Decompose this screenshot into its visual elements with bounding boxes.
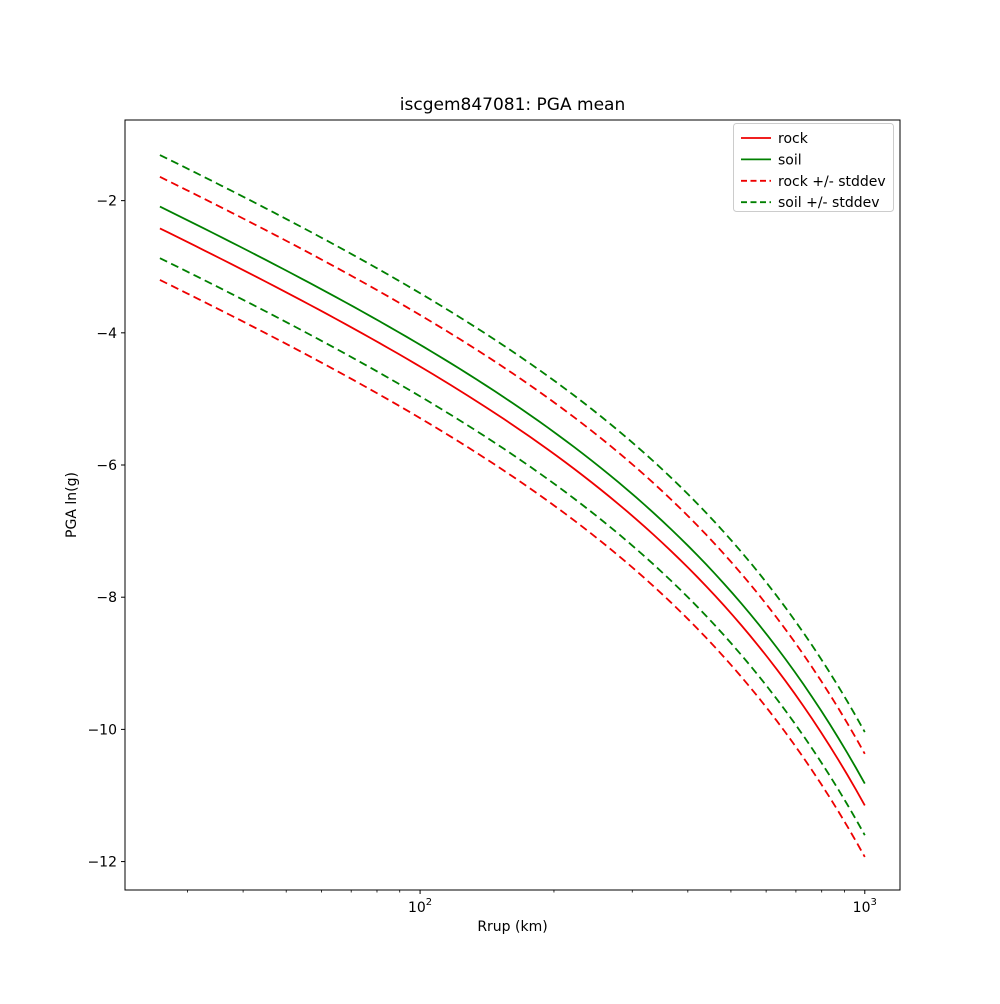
plot-area [125, 120, 900, 890]
axis-ticks: −2 −4 −6 −8 −10 −12 102 103 [87, 194, 876, 916]
legend-item-label: soil [778, 152, 802, 168]
soil-stddev-line-lower [159, 257, 866, 836]
legend-item-soil-stddev: soil +/- stddev [741, 195, 880, 211]
y-tick-label: −2 [96, 194, 117, 210]
legend-item-label: rock +/- stddev [778, 174, 886, 190]
x-major-tick-label: 103 [853, 897, 877, 916]
rock-line [159, 227, 866, 806]
plot-border [124, 119, 901, 891]
chart-title: iscgem847081: PGA mean [400, 95, 625, 115]
y-tick-label: −12 [87, 855, 117, 871]
legend-frame [733, 123, 894, 212]
y-axis-label: PGA ln(g) [64, 472, 80, 538]
soil-line [159, 205, 866, 785]
legend-item-rock: rock [741, 131, 809, 147]
y-tick-label: −4 [96, 326, 117, 342]
x-major-tick-label: 102 [408, 897, 432, 916]
legend-item-label: soil +/- stddev [778, 195, 880, 211]
legend-item-soil: soil [741, 152, 802, 168]
y-tick-label: −6 [96, 458, 117, 474]
legend-item-label: rock [778, 131, 809, 147]
y-tick-label: −8 [96, 590, 117, 606]
legend: rock soil rock +/- stddev soil +/- stddev [733, 123, 894, 212]
soil-stddev-line-upper [159, 154, 866, 733]
y-tick-label: −10 [87, 722, 117, 738]
legend-item-rock-stddev: rock +/- stddev [741, 174, 886, 190]
rock-stddev-line-upper [159, 176, 866, 755]
data-curves [159, 154, 866, 858]
rock-stddev-line-lower [159, 279, 866, 858]
x-axis-label: Rrup (km) [477, 919, 547, 935]
